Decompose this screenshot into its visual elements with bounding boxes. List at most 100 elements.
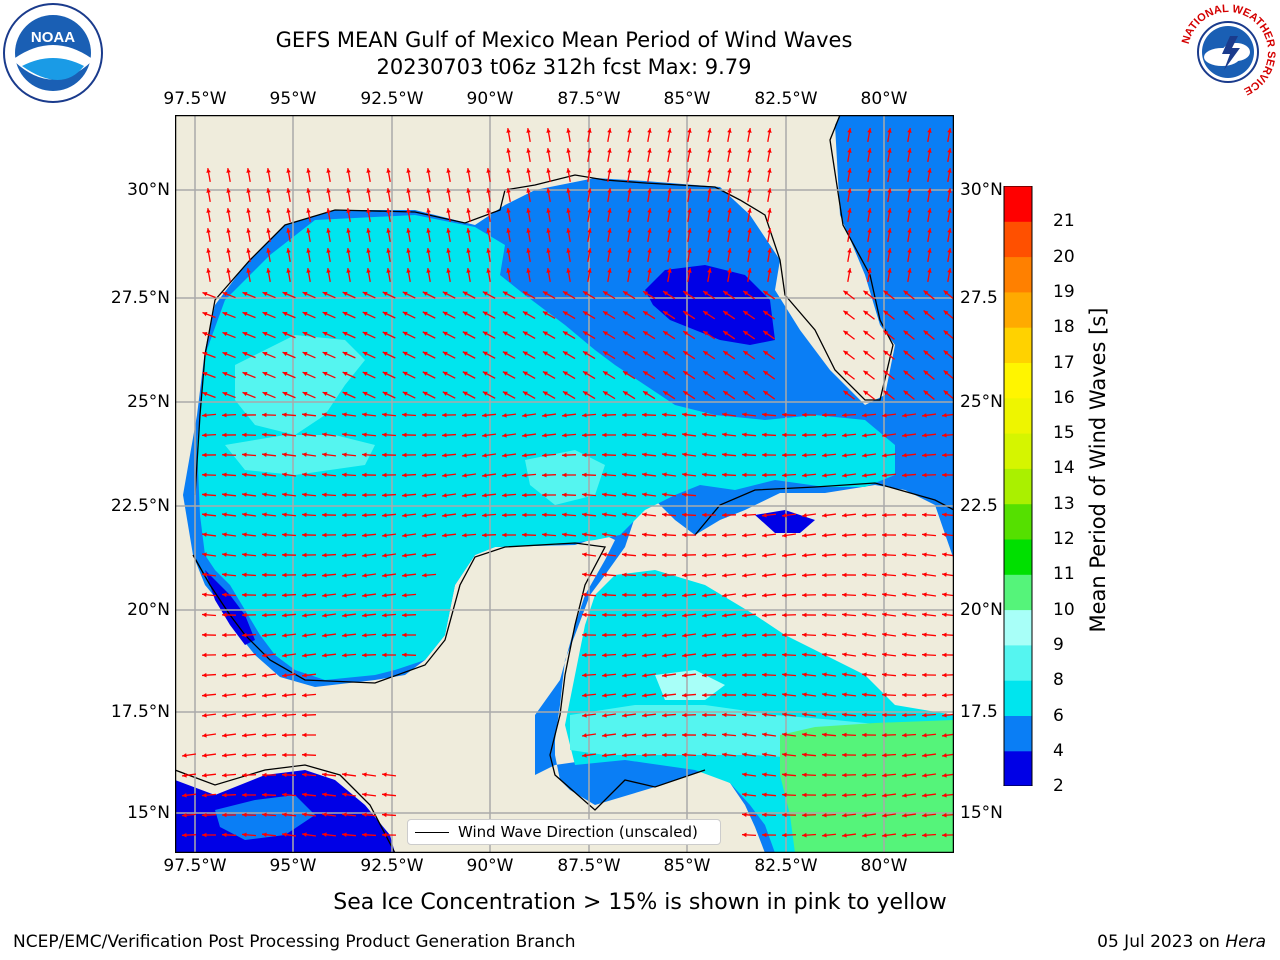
wind-wave-arrow bbox=[242, 331, 256, 339]
wind-wave-arrow bbox=[241, 512, 257, 517]
wind-wave-arrow bbox=[506, 227, 511, 243]
wind-wave-arrow bbox=[282, 291, 296, 299]
wind-wave-arrow bbox=[881, 752, 897, 758]
wind-wave-arrow bbox=[226, 187, 231, 203]
wind-wave-arrow bbox=[781, 632, 797, 638]
wind-wave-arrow bbox=[281, 472, 297, 477]
wind-wave-arrow bbox=[222, 391, 236, 399]
wind-wave-arrow bbox=[461, 412, 477, 418]
lat-tick-right: 20°N bbox=[960, 600, 1003, 620]
wind-wave-arrow bbox=[286, 187, 291, 203]
wind-wave-arrow bbox=[581, 452, 597, 458]
wind-wave-arrow bbox=[506, 147, 511, 163]
wind-wave-arrow bbox=[587, 127, 592, 143]
wind-wave-arrow bbox=[741, 573, 757, 578]
wind-wave-arrow bbox=[246, 207, 251, 223]
wind-wave-arrow bbox=[426, 227, 431, 243]
wind-wave-arrow bbox=[927, 147, 932, 163]
wind-wave-arrow bbox=[242, 311, 256, 319]
wind-wave-arrow bbox=[262, 311, 276, 319]
wind-wave-arrow bbox=[221, 632, 237, 638]
wind-wave-arrow bbox=[681, 532, 697, 538]
wind-wave-arrow bbox=[346, 187, 351, 203]
wind-wave-arrow bbox=[406, 207, 411, 223]
wind-wave-arrow bbox=[801, 432, 817, 438]
wind-wave-arrow bbox=[546, 207, 551, 223]
central-america-coastline bbox=[175, 764, 396, 853]
lon-tick-top: 87.5°W bbox=[557, 89, 621, 109]
wind-wave-arrow bbox=[281, 572, 297, 578]
wind-wave-arrow bbox=[342, 291, 356, 299]
wind-wave-arrow bbox=[301, 712, 317, 718]
wind-wave-arrow bbox=[887, 187, 892, 203]
wind-wave-arrow bbox=[761, 612, 777, 618]
lon-tick-bottom: 80°W bbox=[860, 856, 908, 876]
wind-wave-arrow bbox=[781, 652, 797, 658]
wind-wave-arrow bbox=[861, 813, 877, 818]
wind-wave-arrow bbox=[422, 311, 436, 319]
wind-wave-arrow bbox=[903, 330, 915, 340]
wind-wave-arrow bbox=[921, 472, 937, 478]
wind-wave-arrow bbox=[722, 390, 736, 400]
wind-wave-arrow bbox=[381, 632, 397, 638]
wind-wave-arrow bbox=[687, 127, 692, 143]
wind-wave-arrow bbox=[342, 371, 356, 379]
wind-wave-arrow bbox=[721, 512, 737, 518]
wind-wave-arrow bbox=[201, 773, 217, 778]
wind-wave-arrow bbox=[462, 331, 476, 339]
wind-wave-arrow bbox=[841, 833, 857, 838]
wind-wave-arrow bbox=[501, 433, 517, 438]
wind-wave-arrow bbox=[361, 812, 377, 818]
wind-wave-arrow bbox=[927, 187, 932, 203]
wind-wave-arrow bbox=[923, 290, 935, 300]
wind-wave-arrow bbox=[546, 127, 551, 143]
wind-wave-arrow bbox=[542, 370, 556, 380]
wind-wave-arrow bbox=[546, 267, 551, 283]
wind-wave-arrow bbox=[642, 390, 656, 400]
blue-patch-pacific-2-4 bbox=[215, 795, 315, 840]
wind-wave-arrow bbox=[201, 512, 217, 517]
wind-wave-arrow bbox=[741, 593, 757, 598]
wind-wave-arrow bbox=[566, 207, 571, 223]
wind-wave-arrow bbox=[721, 553, 737, 558]
wind-wave-arrow bbox=[927, 207, 932, 223]
wind-wave-arrow bbox=[747, 207, 752, 223]
wind-wave-arrow bbox=[301, 552, 317, 558]
wind-wave-arrow bbox=[847, 127, 852, 143]
wind-wave-arrow bbox=[741, 432, 757, 438]
wind-wave-arrow bbox=[641, 552, 657, 558]
wind-wave-arrow bbox=[747, 267, 752, 283]
wind-wave-arrow bbox=[661, 712, 677, 718]
wind-wave-arrow bbox=[861, 732, 877, 738]
wind-wave-arrow bbox=[741, 712, 757, 718]
wind-wave-arrow bbox=[221, 672, 237, 678]
wind-wave-arrow bbox=[821, 412, 837, 418]
wind-wave-arrow bbox=[401, 513, 417, 518]
wind-wave-arrow bbox=[321, 613, 337, 618]
wind-wave-arrow bbox=[841, 412, 857, 418]
wind-wave-arrow bbox=[881, 652, 897, 657]
wind-wave-arrow bbox=[721, 633, 737, 638]
wind-wave-arrow bbox=[522, 291, 536, 299]
wind-wave-arrow bbox=[821, 533, 837, 538]
wind-wave-arrow bbox=[221, 532, 237, 537]
wind-wave-arrow bbox=[781, 752, 797, 757]
gulf-water-6-8-a bbox=[235, 335, 365, 435]
wind-wave-arrow bbox=[721, 752, 737, 757]
wind-wave-arrow bbox=[781, 732, 797, 737]
wind-wave-arrow bbox=[361, 452, 377, 458]
wind-wave-arrow bbox=[707, 187, 712, 203]
noaa-logo-text: NOAA bbox=[31, 29, 75, 46]
wind-wave-arrow bbox=[861, 572, 877, 578]
wind-wave-arrow bbox=[522, 311, 536, 319]
wind-wave-arrow bbox=[887, 147, 892, 163]
wind-wave-arrow bbox=[801, 473, 817, 478]
wind-wave-arrow bbox=[342, 351, 356, 359]
wind-wave-arrow bbox=[621, 632, 637, 638]
wind-wave-arrow bbox=[521, 532, 537, 538]
wind-wave-arrow bbox=[741, 412, 757, 417]
wind-wave-arrow bbox=[881, 512, 897, 518]
wind-wave-arrow bbox=[201, 692, 217, 698]
wind-wave-arrow bbox=[402, 291, 416, 299]
wind-wave-arrow bbox=[767, 227, 772, 243]
